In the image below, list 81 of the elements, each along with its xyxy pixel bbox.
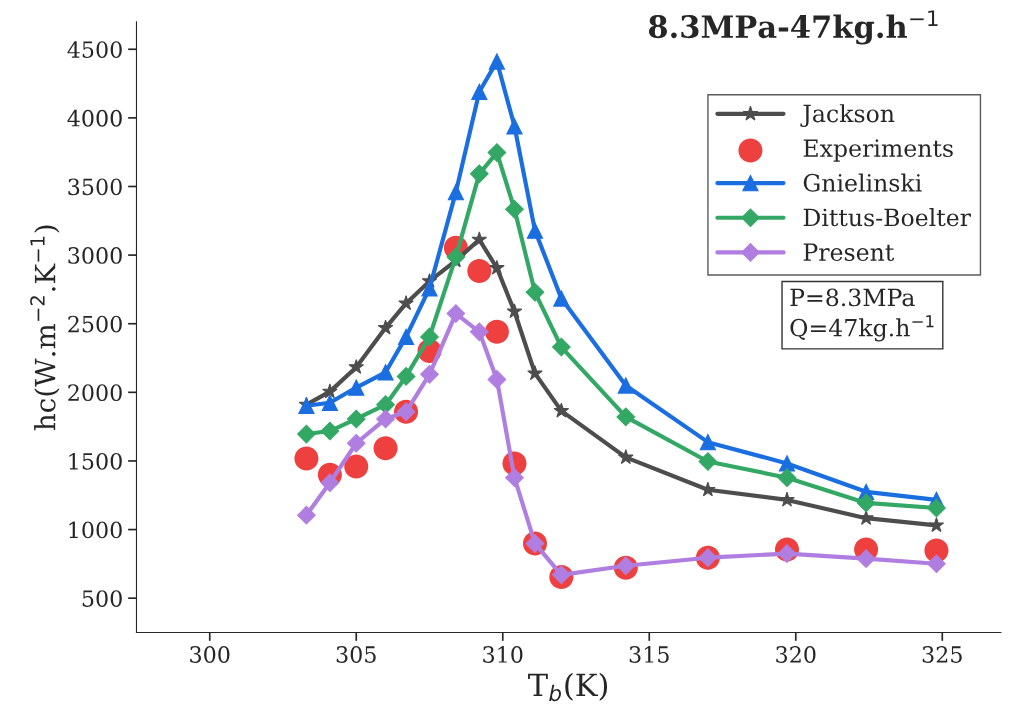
- y-tick-label: 2500: [68, 315, 122, 333]
- point: [377, 364, 394, 381]
- point: [373, 436, 398, 461]
- point: [553, 290, 570, 307]
- y-tick-label: 1500: [69, 452, 122, 470]
- point: [526, 222, 544, 239]
- point: [321, 394, 339, 411]
- point: [469, 322, 489, 342]
- point: [397, 328, 415, 346]
- x-tick-label: 325: [922, 646, 962, 663]
- point: [487, 370, 507, 389]
- point: [447, 183, 465, 201]
- point: [505, 199, 524, 219]
- y-tick-label: 3500: [68, 178, 122, 196]
- point: [487, 143, 507, 162]
- y-tick-label: 3000: [68, 247, 122, 264]
- point: [616, 407, 636, 427]
- point: [928, 517, 945, 533]
- x-tick-label: 305: [336, 646, 376, 663]
- point: [489, 259, 505, 275]
- point: [446, 304, 466, 323]
- point: [322, 383, 338, 399]
- point: [346, 409, 366, 429]
- point: [927, 498, 946, 518]
- y-tick-label: 1000: [69, 521, 122, 539]
- point: [320, 421, 340, 441]
- legend-label: Jackson: [800, 104, 895, 127]
- point: [346, 433, 366, 453]
- point: [420, 327, 439, 347]
- point: [348, 379, 365, 396]
- legend-label: Dittus-Boelter: [803, 208, 971, 227]
- point: [700, 481, 716, 497]
- point: [698, 452, 718, 471]
- point: [699, 433, 717, 451]
- point: [552, 337, 571, 357]
- point: [469, 164, 489, 184]
- annotation: P=8.3MPa Q=47kg.h$^{−1}$: [790, 288, 934, 342]
- point: [617, 377, 634, 394]
- legend-label: Gnielinski: [803, 173, 922, 192]
- chart-title: 8.3MPa-47kg.h$^{−1}$: [648, 10, 938, 45]
- point: [778, 455, 796, 472]
- x-tick-label: 320: [776, 646, 816, 663]
- point: [506, 118, 523, 135]
- legend-label: Present: [803, 243, 895, 262]
- point: [376, 409, 395, 429]
- y-tick-label: 500: [82, 590, 122, 607]
- point: [856, 493, 876, 513]
- point: [488, 53, 506, 70]
- point: [525, 282, 545, 302]
- point: [398, 295, 414, 311]
- point: [506, 303, 523, 319]
- point: [484, 319, 509, 344]
- point: [471, 231, 488, 247]
- point: [420, 365, 439, 384]
- y-axis-title: hc(W.m$^{−2}$.K$^{−1}$): [30, 225, 60, 431]
- point: [927, 554, 946, 574]
- point: [553, 402, 570, 418]
- point: [618, 449, 634, 465]
- point: [471, 83, 488, 100]
- point: [377, 319, 394, 335]
- x-axis-title: T$_{b}$(K): [528, 672, 608, 702]
- point: [294, 446, 319, 471]
- point: [297, 424, 316, 444]
- point: [777, 468, 797, 488]
- x-tick-label: 310: [483, 646, 523, 663]
- point: [396, 367, 416, 386]
- y-tick-label: 4000: [67, 109, 122, 127]
- point: [344, 454, 369, 479]
- point: [527, 365, 543, 381]
- point: [421, 280, 438, 297]
- point: [446, 247, 466, 267]
- point: [467, 258, 492, 284]
- y-tick-label: 4500: [67, 41, 122, 59]
- legend-label: Experiments: [803, 139, 953, 162]
- point: [297, 505, 316, 525]
- point: [505, 468, 524, 488]
- y-tick-label: 2000: [68, 384, 122, 402]
- point: [856, 549, 876, 569]
- point: [348, 359, 365, 374]
- x-tick-label: 315: [629, 646, 669, 663]
- x-tick-label: 300: [190, 646, 230, 663]
